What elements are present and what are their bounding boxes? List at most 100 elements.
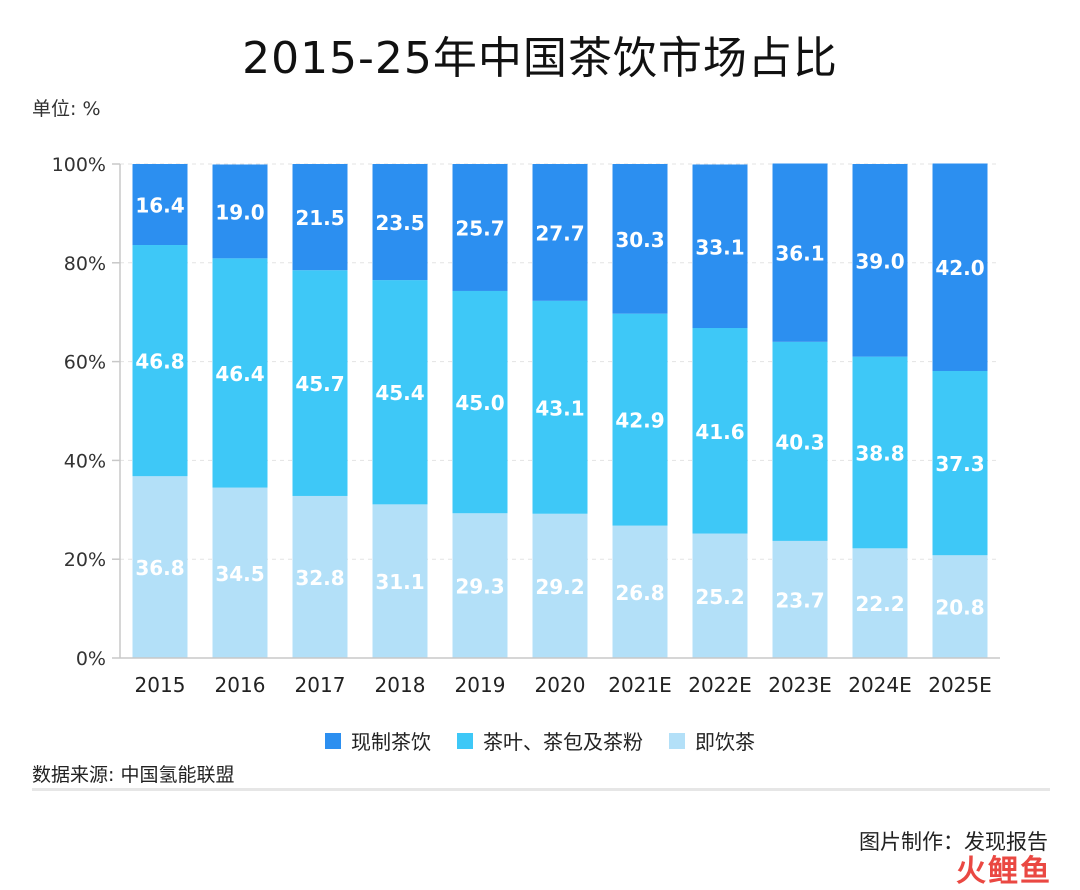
bar-segment bbox=[452, 164, 508, 291]
bar-segment bbox=[532, 513, 588, 658]
y-tick-label: 0% bbox=[76, 648, 106, 670]
data-label: 45.0 bbox=[455, 391, 504, 415]
data-label: 33.1 bbox=[695, 235, 744, 259]
data-label: 25.2 bbox=[695, 585, 744, 609]
legend-swatch-fresh bbox=[325, 732, 341, 749]
x-tick-label: 2020 bbox=[535, 673, 586, 697]
bar-segment bbox=[372, 280, 428, 505]
x-tick-label: 2017 bbox=[295, 673, 346, 697]
divider bbox=[32, 788, 1050, 791]
y-tick-label: 100% bbox=[52, 154, 106, 176]
data-label: 38.8 bbox=[855, 441, 904, 465]
bar-segment bbox=[292, 164, 348, 271]
bar-segment bbox=[772, 163, 828, 342]
bar-segment bbox=[212, 164, 268, 259]
data-label: 25.7 bbox=[455, 216, 504, 240]
data-label: 19.0 bbox=[215, 200, 264, 224]
data-label: 16.4 bbox=[135, 194, 184, 218]
legend-label-leaf: 茶叶、茶包及茶粉 bbox=[483, 730, 643, 754]
data-label: 41.6 bbox=[695, 420, 744, 444]
legend: 现制茶饮 茶叶、茶包及茶粉 即饮茶 bbox=[0, 726, 1080, 755]
legend-swatch-leaf bbox=[457, 732, 473, 749]
bar-segment bbox=[372, 504, 428, 658]
x-tick-label: 2024E bbox=[848, 673, 912, 697]
x-tick-label: 2025E bbox=[928, 673, 992, 697]
unit-label: 单位: % bbox=[32, 98, 101, 120]
bar-segment bbox=[692, 533, 748, 658]
bar-segment bbox=[132, 476, 188, 658]
legend-item-fresh: 现制茶饮 bbox=[325, 726, 431, 755]
y-tick-label: 60% bbox=[64, 352, 106, 374]
data-label: 22.2 bbox=[855, 592, 904, 616]
bar-segment bbox=[772, 540, 828, 658]
data-label: 32.8 bbox=[295, 566, 344, 590]
legend-label-rtd: 即饮茶 bbox=[695, 730, 755, 754]
data-label: 20.8 bbox=[935, 596, 984, 620]
x-tick-label: 2019 bbox=[455, 673, 506, 697]
x-tick-label: 2018 bbox=[375, 673, 426, 697]
bar-segment bbox=[372, 164, 428, 281]
data-label: 36.8 bbox=[135, 556, 184, 580]
data-label: 43.1 bbox=[535, 396, 584, 420]
y-tick-label: 40% bbox=[64, 450, 106, 472]
bar-segment bbox=[772, 341, 828, 541]
data-label: 23.5 bbox=[375, 211, 424, 235]
y-tick-label: 80% bbox=[64, 253, 106, 275]
bar-segment bbox=[852, 548, 908, 658]
bar-segment bbox=[692, 328, 748, 534]
data-label: 45.7 bbox=[295, 372, 344, 396]
bar-segment bbox=[852, 164, 908, 357]
bar-segment bbox=[932, 555, 988, 658]
bar-segment bbox=[212, 258, 268, 488]
bar-segment bbox=[452, 290, 508, 514]
bar-segment bbox=[292, 495, 348, 658]
data-label: 46.8 bbox=[135, 350, 184, 374]
legend-item-leaf: 茶叶、茶包及茶粉 bbox=[457, 726, 643, 755]
data-label: 30.3 bbox=[615, 228, 664, 252]
data-label: 46.4 bbox=[215, 362, 264, 386]
data-label: 36.1 bbox=[775, 242, 824, 266]
bar-segment bbox=[132, 245, 188, 477]
data-label: 37.3 bbox=[935, 452, 984, 476]
bar-segment bbox=[932, 370, 988, 556]
data-label: 40.3 bbox=[775, 430, 824, 454]
data-label: 39.0 bbox=[855, 249, 904, 273]
bar-segment bbox=[292, 270, 348, 496]
bar-segment bbox=[612, 164, 668, 314]
bar-segment bbox=[532, 300, 588, 514]
x-tick-label: 2016 bbox=[215, 673, 266, 697]
bar-segment bbox=[132, 164, 188, 246]
bar-segment bbox=[612, 313, 668, 526]
data-label: 45.4 bbox=[375, 381, 424, 405]
stacked-bar-chart: 0% 20% 40% 60% 80% 100% 36.8 46.8 16.4 2015 34.5 46… bbox=[52, 154, 1000, 697]
x-tick-label: 2021E bbox=[608, 673, 672, 697]
data-label: 29.2 bbox=[535, 575, 584, 599]
bar-segment bbox=[532, 164, 588, 301]
bar-segment bbox=[932, 163, 988, 371]
data-label: 27.7 bbox=[535, 221, 584, 245]
data-label: 29.3 bbox=[455, 575, 504, 599]
x-tick-label: 2023E bbox=[768, 673, 832, 697]
legend-label-fresh: 现制茶饮 bbox=[351, 730, 431, 754]
bar-segment bbox=[612, 525, 668, 658]
legend-item-rtd: 即饮茶 bbox=[669, 726, 755, 755]
data-label: 23.7 bbox=[775, 588, 824, 612]
data-label: 21.5 bbox=[295, 206, 344, 230]
data-label: 42.9 bbox=[615, 409, 664, 433]
data-label: 42.0 bbox=[935, 256, 984, 280]
bar-segment bbox=[212, 487, 268, 658]
chart-title: 2015-25年中国茶饮市场占比 bbox=[242, 33, 838, 84]
data-source: 数据来源: 中国氢能联盟 bbox=[32, 764, 235, 786]
x-tick-label: 2015 bbox=[135, 673, 186, 697]
credit: 图片制作：发现报告 bbox=[859, 830, 1048, 854]
data-label: 34.5 bbox=[215, 562, 264, 586]
x-tick-label: 2022E bbox=[688, 673, 752, 697]
bar-segment bbox=[692, 164, 748, 329]
y-tick-label: 20% bbox=[64, 549, 106, 571]
data-label: 31.1 bbox=[375, 570, 424, 594]
bar-segment bbox=[452, 513, 508, 658]
watermark-logo: 火鲤鱼 bbox=[956, 854, 1052, 889]
legend-swatch-rtd bbox=[669, 732, 685, 749]
bar-segment bbox=[852, 356, 908, 549]
data-label: 26.8 bbox=[615, 581, 664, 605]
